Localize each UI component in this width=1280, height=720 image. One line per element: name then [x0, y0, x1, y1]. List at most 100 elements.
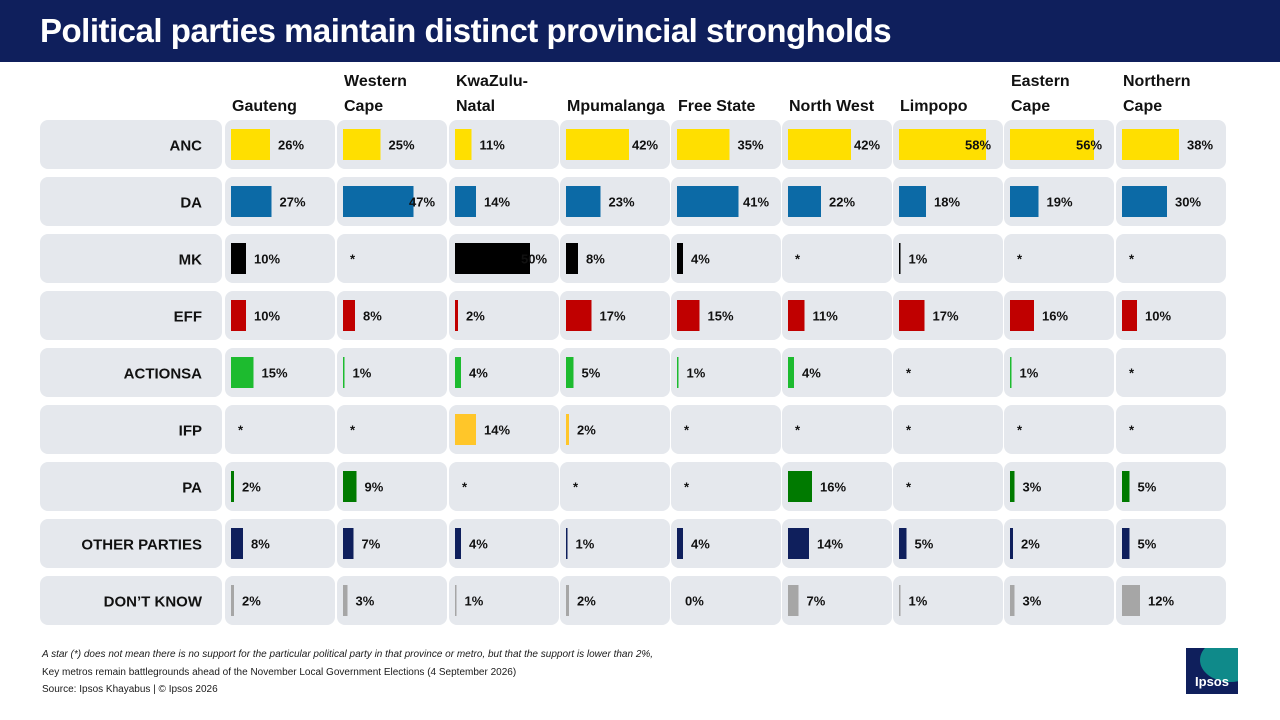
data-label: 2%: [1021, 537, 1040, 552]
bar: [1122, 585, 1140, 616]
data-label: 10%: [254, 252, 280, 267]
below-threshold-marker: *: [462, 480, 468, 495]
below-threshold-marker: *: [1017, 252, 1023, 267]
bar: [899, 528, 907, 559]
data-label: 4%: [802, 366, 821, 381]
column-header-2: KwaZulu-: [456, 73, 528, 90]
bar: [231, 186, 272, 217]
below-threshold-marker: *: [238, 423, 244, 438]
below-threshold-marker: *: [795, 423, 801, 438]
data-label: 58%: [965, 138, 991, 153]
data-cell: [671, 519, 781, 568]
column-header-1: Western: [344, 73, 407, 90]
row-label-3: EFF: [174, 309, 202, 326]
row-label-1: DA: [180, 195, 202, 212]
data-cell: [782, 405, 892, 454]
bar: [677, 243, 683, 274]
bar: [1122, 129, 1179, 160]
data-cell: [449, 405, 559, 454]
bar: [1010, 471, 1015, 502]
data-label: 1%: [576, 537, 595, 552]
data-cell: [1116, 291, 1226, 340]
data-cell: [1004, 348, 1114, 397]
below-threshold-marker: *: [684, 480, 690, 495]
data-label: 22%: [829, 195, 855, 210]
data-cell: [449, 120, 559, 169]
data-label: 17%: [933, 309, 959, 324]
bar: [455, 357, 461, 388]
data-cell: [782, 234, 892, 283]
data-label: 4%: [469, 537, 488, 552]
column-header-1: Cape: [344, 98, 383, 115]
data-cell: [225, 234, 335, 283]
data-label: 5%: [915, 537, 934, 552]
data-label: 1%: [909, 252, 928, 267]
bar: [788, 585, 799, 616]
data-cell: [1004, 405, 1114, 454]
bar: [343, 300, 355, 331]
below-threshold-marker: *: [1129, 252, 1135, 267]
bar: [343, 129, 381, 160]
data-label: 15%: [708, 309, 734, 324]
data-label: 16%: [1042, 309, 1068, 324]
bar: [677, 186, 739, 217]
data-label: 4%: [469, 366, 488, 381]
bar: [1122, 528, 1130, 559]
data-cell: [782, 291, 892, 340]
row-label-6: PA: [182, 480, 202, 497]
bar: [1010, 186, 1039, 217]
column-header-5: North West: [789, 98, 875, 115]
data-cell: [337, 462, 447, 511]
row-label-2: MK: [179, 252, 202, 269]
data-cell: [560, 405, 670, 454]
data-cell: [560, 462, 670, 511]
data-label: 5%: [1138, 480, 1157, 495]
bar: [343, 528, 354, 559]
data-cell: [1004, 519, 1114, 568]
data-label: 12%: [1148, 594, 1174, 609]
bar: [566, 414, 569, 445]
data-cell: [449, 348, 559, 397]
data-cell: [225, 291, 335, 340]
data-cell: [560, 576, 670, 625]
bar: [566, 129, 629, 160]
data-cell: [337, 291, 447, 340]
bar: [899, 300, 925, 331]
row-label-4: ACTIONSA: [124, 366, 203, 383]
chart: Gauteng Western Cape KwaZulu- Natal Mpumalang…: [40, 73, 1226, 625]
bar: [899, 186, 926, 217]
data-label: 23%: [609, 195, 635, 210]
data-label: 11%: [813, 309, 839, 324]
data-cell: [337, 405, 447, 454]
bar: [455, 129, 472, 160]
bar: [1122, 300, 1137, 331]
bar: [677, 129, 730, 160]
data-cell: [1116, 348, 1226, 397]
data-label: 25%: [389, 138, 415, 153]
data-label: 30%: [1175, 195, 1201, 210]
bar: [455, 186, 476, 217]
data-cell: [893, 405, 1003, 454]
bar: [343, 357, 345, 388]
data-cell: [449, 291, 559, 340]
bar: [788, 471, 812, 502]
data-label: 1%: [353, 366, 372, 381]
bar: [788, 300, 805, 331]
data-label: 11%: [480, 138, 506, 153]
data-label: 15%: [262, 366, 288, 381]
data-label: 14%: [484, 195, 510, 210]
data-label: 8%: [363, 309, 382, 324]
data-cell: [337, 519, 447, 568]
data-cell: [225, 462, 335, 511]
bar: [566, 528, 568, 559]
below-threshold-marker: *: [906, 423, 912, 438]
column-header-8: Northern: [1123, 73, 1191, 90]
bar: [1010, 357, 1012, 388]
data-cell: [337, 234, 447, 283]
bar: [1010, 585, 1015, 616]
data-cell: [449, 519, 559, 568]
data-label: 0%: [685, 594, 704, 609]
data-label: 19%: [1047, 195, 1073, 210]
row-label-cell: [40, 519, 222, 568]
below-threshold-marker: *: [795, 252, 801, 267]
